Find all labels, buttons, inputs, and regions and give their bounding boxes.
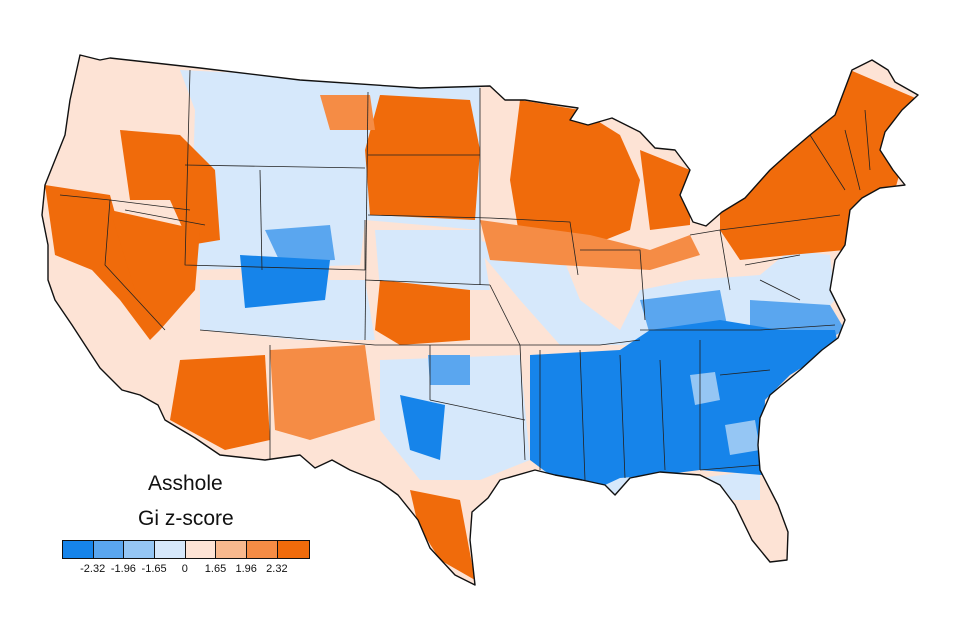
legend-tick-label: -1.96 <box>110 563 136 575</box>
state-borders <box>59 69 871 481</box>
legend-tick-label: 0 <box>181 563 188 575</box>
legend-tick-label: -1.65 <box>141 563 167 575</box>
cool-region-colorado-utah <box>200 280 375 340</box>
cold-region-oklahoma <box>428 355 470 385</box>
legend-title: Gi z-score <box>138 507 234 530</box>
hot-region-idaho <box>120 130 220 245</box>
hot-region-iowa-illinois <box>480 220 700 270</box>
legend-swatch-6 <box>216 541 248 558</box>
cold-region-wyoming <box>265 225 335 262</box>
hot-region-arizona <box>170 355 270 450</box>
legend-swatch-3 <box>124 541 156 558</box>
hot-region-michigan <box>640 150 690 230</box>
cold-region-colorado <box>240 255 330 308</box>
legend-swatch-2 <box>93 541 125 558</box>
map-title: Asshole <box>148 472 223 495</box>
legend-tick-label: 2.32 <box>266 563 288 575</box>
legend-tick-label: 1.96 <box>235 563 257 575</box>
cool-patch-georgia-north <box>690 372 720 405</box>
legend-swatch-7 <box>247 541 278 558</box>
cool-patch-georgia-south <box>725 420 760 455</box>
legend-tick-label: -2.32 <box>80 563 106 575</box>
legend-tick-labels: -2.32 -1.96 -1.65 0 1.65 1.96 2.32 <box>62 559 310 575</box>
hot-region-oregon-nevada <box>45 185 160 340</box>
legend-tick-label: 1.65 <box>204 563 227 575</box>
color-legend: -2.32 -1.96 -1.65 0 1.65 1.96 2.32 <box>62 540 310 575</box>
cold-region-north-texas <box>400 395 445 460</box>
legend-swatch-4 <box>155 541 186 558</box>
hot-region-dakotas <box>365 95 480 220</box>
hot-region-nevada <box>110 210 200 330</box>
hot-region-montana-east <box>320 95 375 130</box>
hot-region-northeast <box>720 70 918 260</box>
hot-region-kansas-west <box>375 280 470 345</box>
hot-region-south-texas <box>410 490 475 580</box>
legend-swatch-1 <box>63 541 94 558</box>
cool-region-nebraska <box>375 230 490 290</box>
hot-region-new-mexico <box>270 345 375 440</box>
legend-bar <box>62 540 310 559</box>
cool-region-midwest-appalachia <box>470 240 835 345</box>
legend-swatch-5 <box>185 541 217 558</box>
hot-region-wisconsin <box>510 100 640 250</box>
legend-swatch-8 <box>277 541 309 558</box>
